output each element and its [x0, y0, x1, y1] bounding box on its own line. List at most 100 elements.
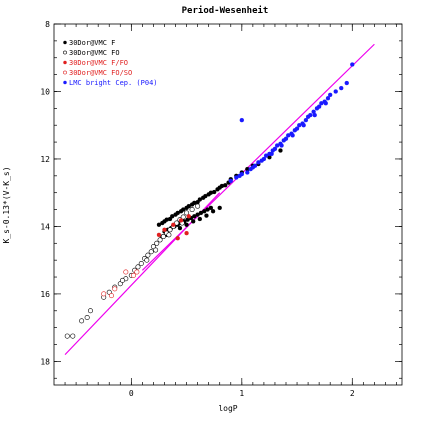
legend-label: 30Dor@VMC FO/SO	[69, 69, 132, 77]
data-point	[162, 227, 167, 232]
fit-line	[141, 43, 375, 271]
data-point	[259, 158, 264, 163]
x-axis-label: logP	[218, 404, 237, 413]
legend-marker	[63, 70, 67, 75]
data-point	[237, 173, 242, 178]
legend-label: 30Dor@VMC FO	[69, 49, 120, 57]
data-point	[204, 213, 209, 218]
data-point	[278, 148, 283, 153]
data-point	[157, 237, 163, 243]
data-point	[153, 247, 159, 253]
data-point	[210, 209, 216, 214]
data-point	[131, 272, 137, 278]
data-point	[134, 269, 140, 275]
data-point	[197, 216, 202, 222]
data-point	[119, 277, 125, 283]
data-point	[279, 143, 284, 148]
data-point	[171, 222, 176, 227]
data-points	[64, 62, 355, 339]
data-point	[184, 222, 189, 227]
chart-title: Period-Wesenheit	[182, 5, 269, 16]
data-point	[350, 62, 355, 67]
legend: 30Dor@VMC F 30Dor@VMC FO 30Dor@VMC F/FO 30D…	[63, 39, 158, 87]
y-tick-label: 18	[40, 357, 50, 366]
data-point	[189, 207, 195, 213]
data-point	[250, 165, 256, 170]
legend-marker	[63, 40, 67, 45]
data-point	[180, 214, 186, 220]
data-point	[328, 92, 333, 98]
data-point	[195, 203, 201, 209]
data-point	[223, 183, 228, 188]
data-point	[156, 232, 162, 238]
data-point	[316, 104, 322, 109]
legend-label: 30Dor@VMC F	[69, 39, 115, 47]
data-point	[166, 232, 172, 238]
data-point	[212, 189, 217, 195]
fit-lines	[64, 43, 375, 356]
data-point	[208, 205, 214, 211]
data-point	[84, 315, 90, 321]
y-tick-label: 12	[40, 155, 50, 164]
plot-frame	[53, 23, 403, 386]
data-point	[325, 96, 331, 101]
data-point	[145, 252, 151, 258]
data-point	[70, 333, 76, 339]
data-point	[123, 269, 129, 275]
data-point	[245, 170, 250, 175]
data-point	[175, 236, 180, 241]
data-point	[308, 112, 313, 118]
data-point	[184, 231, 189, 236]
data-point	[312, 112, 317, 118]
data-point	[138, 261, 144, 267]
x-tick-label: 2	[350, 389, 355, 398]
y-tick-label: 16	[40, 290, 50, 299]
data-point	[144, 257, 150, 263]
data-point	[333, 89, 338, 94]
y-tick-label: 14	[40, 222, 50, 231]
legend-label: LMC bright Cep. (P04)	[69, 79, 158, 87]
data-point	[283, 136, 289, 141]
data-point	[191, 219, 196, 224]
data-point	[135, 264, 141, 270]
legend-marker	[63, 50, 67, 55]
data-point	[177, 225, 183, 231]
data-point	[323, 101, 328, 106]
data-point	[160, 234, 166, 240]
data-point	[301, 123, 306, 128]
data-point	[269, 151, 274, 157]
data-point	[272, 146, 278, 151]
data-point	[64, 333, 70, 339]
data-point	[101, 291, 107, 297]
data-point	[79, 318, 85, 324]
data-point	[117, 281, 123, 287]
data-point	[87, 308, 93, 314]
data-point	[303, 118, 309, 123]
data-point	[150, 244, 156, 250]
data-point	[108, 293, 114, 299]
minor-ticks	[54, 23, 402, 385]
data-point	[344, 80, 349, 86]
data-point	[239, 118, 244, 123]
data-point	[112, 286, 118, 292]
legend-label: 30Dor@VMC F/FO	[69, 59, 128, 67]
data-point	[339, 85, 344, 91]
data-point	[290, 133, 295, 138]
y-tick-label: 8	[45, 20, 50, 29]
data-point	[184, 210, 190, 216]
x-tick-label: 1	[239, 389, 244, 398]
data-point	[106, 289, 112, 295]
x-tick-label: 0	[129, 389, 134, 398]
y-axis-label: K_s-0.13*(V-K_s)	[2, 166, 11, 243]
data-point	[186, 214, 191, 219]
legend-marker	[63, 60, 67, 65]
legend-marker	[63, 80, 67, 85]
data-point	[217, 205, 222, 211]
data-point	[167, 227, 173, 233]
data-point	[148, 249, 154, 255]
data-point	[178, 218, 184, 223]
data-point	[294, 126, 300, 131]
y-tick-label: 10	[40, 87, 50, 96]
